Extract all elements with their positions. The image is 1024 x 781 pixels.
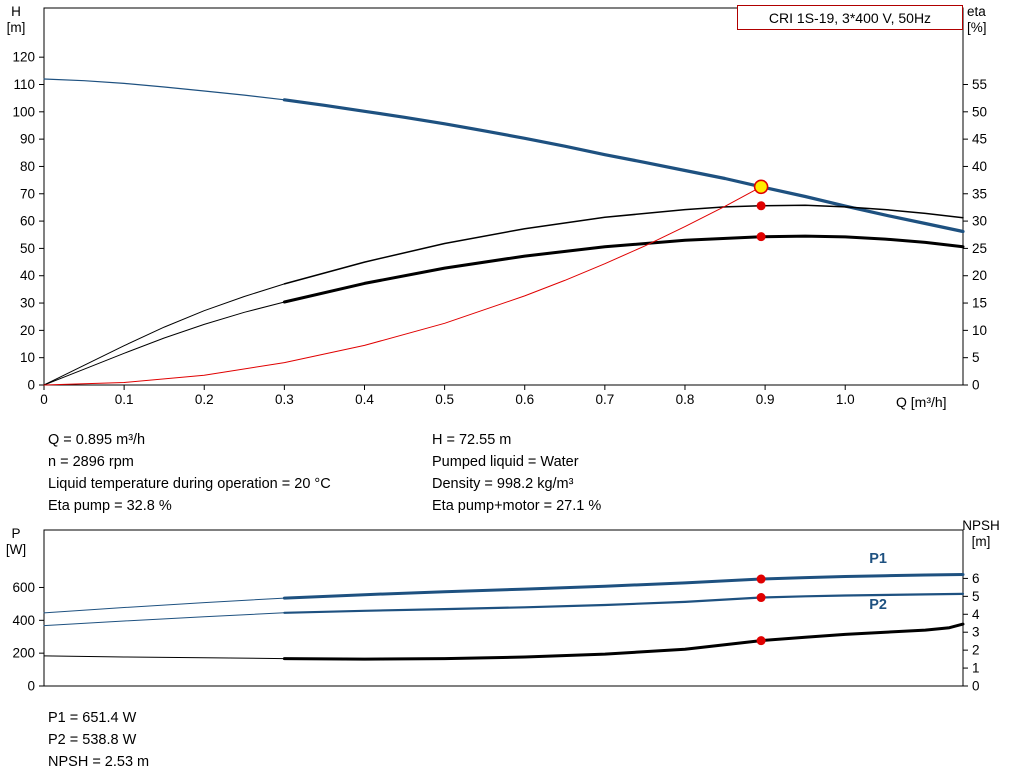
- svg-text:10: 10: [20, 350, 35, 365]
- svg-text:40: 40: [972, 159, 987, 174]
- svg-text:0.5: 0.5: [435, 392, 454, 407]
- duty-info-left: Q = 0.895 m³/h n = 2896 rpm Liquid tempe…: [48, 429, 331, 517]
- svg-text:25: 25: [972, 241, 987, 256]
- svg-text:0.8: 0.8: [676, 392, 695, 407]
- svg-text:45: 45: [972, 132, 987, 147]
- svg-text:50: 50: [972, 104, 987, 119]
- svg-text:80: 80: [20, 159, 35, 174]
- svg-text:600: 600: [12, 580, 35, 595]
- info-line: Liquid temperature during operation = 20…: [48, 476, 331, 492]
- svg-text:3: 3: [972, 625, 980, 640]
- info-line: P2 = 538.8 W: [48, 732, 137, 748]
- svg-text:20: 20: [20, 323, 35, 338]
- svg-text:4: 4: [972, 607, 980, 622]
- svg-text:0.1: 0.1: [115, 392, 134, 407]
- eta-axis-unit: [%]: [967, 20, 987, 35]
- info-line: Pumped liquid = Water: [432, 454, 579, 470]
- p-axis-unit: [W]: [5, 542, 27, 557]
- svg-text:1.0: 1.0: [836, 392, 855, 407]
- svg-text:70: 70: [20, 186, 35, 201]
- svg-text:110: 110: [13, 77, 35, 92]
- svg-text:0: 0: [27, 378, 35, 393]
- power-info: P1 = 651.4 W P2 = 538.8 W NPSH = 2.53 m: [48, 707, 149, 773]
- p-axis-symbol: P: [11, 526, 21, 541]
- svg-text:100: 100: [12, 104, 35, 119]
- q-axis-title: Q [m³/h]: [896, 394, 947, 410]
- svg-text:P2: P2: [869, 597, 887, 613]
- svg-text:200: 200: [12, 646, 35, 661]
- svg-text:0: 0: [972, 679, 980, 694]
- svg-text:400: 400: [12, 613, 35, 628]
- svg-text:6: 6: [972, 571, 980, 586]
- h-axis-unit: [m]: [6, 20, 26, 35]
- svg-text:30: 30: [972, 214, 987, 229]
- svg-text:0.4: 0.4: [355, 392, 374, 407]
- info-line: Eta pump = 32.8 %: [48, 498, 172, 514]
- svg-text:40: 40: [20, 268, 35, 283]
- svg-text:35: 35: [972, 186, 987, 201]
- npsh-axis-symbol: NPSH: [962, 518, 1000, 533]
- npsh-axis-title: NPSH [m]: [958, 518, 1004, 550]
- svg-text:15: 15: [972, 296, 987, 311]
- info-line: Q = 0.895 m³/h: [48, 432, 146, 448]
- info-line: H = 72.55 m: [432, 432, 512, 448]
- svg-text:0.6: 0.6: [515, 392, 534, 407]
- svg-text:55: 55: [972, 77, 987, 92]
- info-line: P1 = 651.4 W: [48, 710, 137, 726]
- svg-text:30: 30: [20, 296, 35, 311]
- svg-text:90: 90: [20, 132, 35, 147]
- svg-text:10: 10: [972, 323, 987, 338]
- info-line: NPSH = 2.53 m: [48, 754, 150, 770]
- svg-text:0.3: 0.3: [275, 392, 294, 407]
- info-line: n = 2896 rpm: [48, 454, 134, 470]
- svg-text:0: 0: [40, 392, 48, 407]
- duty-info-right: H = 72.55 m Pumped liquid = Water Densit…: [432, 429, 601, 517]
- svg-text:50: 50: [20, 241, 35, 256]
- svg-text:0.7: 0.7: [595, 392, 614, 407]
- title-box: CRI 1S-19, 3*400 V, 50Hz: [737, 5, 963, 30]
- h-axis-symbol: H: [11, 4, 21, 19]
- svg-text:0: 0: [27, 679, 35, 694]
- svg-text:0: 0: [972, 378, 980, 393]
- p-axis-title: P [W]: [0, 526, 32, 558]
- svg-text:2: 2: [972, 643, 980, 658]
- h-axis-title: H [m]: [0, 4, 32, 36]
- svg-text:1: 1: [972, 661, 980, 676]
- info-line: Density = 998.2 kg/m³: [432, 476, 574, 492]
- svg-text:P1: P1: [869, 551, 887, 567]
- svg-text:120: 120: [12, 50, 35, 65]
- eta-axis-symbol: eta: [967, 4, 986, 19]
- svg-text:0.9: 0.9: [756, 392, 775, 407]
- svg-text:60: 60: [20, 214, 35, 229]
- npsh-axis-unit: [m]: [971, 534, 991, 549]
- svg-text:20: 20: [972, 268, 987, 283]
- svg-text:5: 5: [972, 589, 980, 604]
- svg-text:0.2: 0.2: [195, 392, 214, 407]
- svg-text:5: 5: [972, 350, 980, 365]
- eta-axis-title: eta [%]: [967, 4, 987, 36]
- info-line: Eta pump+motor = 27.1 %: [432, 498, 602, 514]
